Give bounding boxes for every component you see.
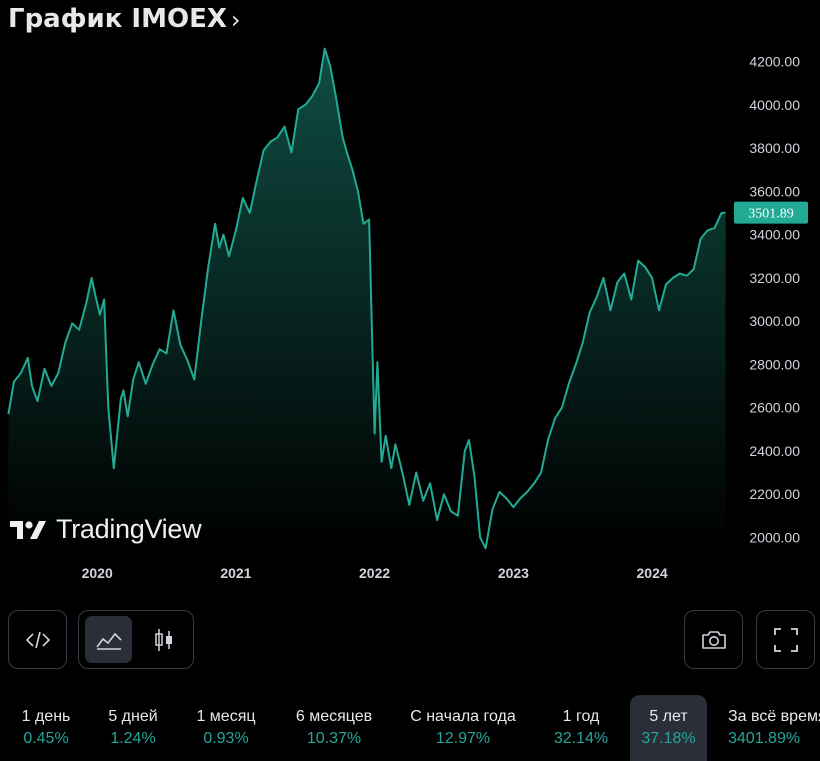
period-label: 1 месяц (196, 708, 256, 725)
y-tick-label: 2400.00 (749, 443, 800, 459)
period-label: С начала года (410, 708, 516, 725)
tradingview-logo-icon (10, 520, 46, 539)
period-5-days[interactable]: 5 дней 1.24% (92, 695, 174, 761)
plot-area (7, 47, 726, 550)
area-chart-button[interactable] (85, 616, 132, 663)
camera-icon (701, 630, 726, 649)
y-tick-label: 3600.00 (749, 183, 800, 199)
price-line (7, 47, 726, 550)
period-label: 6 месяцев (295, 708, 373, 725)
x-tick-label: 2021 (220, 565, 251, 581)
period-all-time[interactable]: За всё время 3401.89% (712, 695, 820, 761)
period-change: 32.14% (553, 730, 609, 747)
y-tick-label: 2600.00 (749, 400, 800, 416)
last-price-badge (734, 201, 808, 224)
period-1-year[interactable]: 1 год 32.14% (536, 695, 626, 761)
embed-code-button[interactable] (8, 610, 67, 669)
period-label: 1 год (562, 708, 600, 725)
y-tick-label: 4200.00 (749, 54, 800, 70)
y-tick-label: 3800.00 (749, 140, 800, 156)
x-tick-label: 2020 (82, 565, 113, 581)
period-6-months[interactable]: 6 месяцев 10.37% (278, 695, 390, 761)
y-tick-label: 3400.00 (749, 227, 800, 243)
code-icon (25, 631, 50, 648)
period-selector: 1 день 0.45% 5 дней 1.24% 1 месяц 0.93% … (0, 695, 820, 761)
y-axis: 2000.00 2200.00 2400.00 2600.00 2800.00 3000.… (734, 54, 808, 545)
x-axis: 2020 2021 2022 2023 2024 (82, 565, 668, 581)
period-1-month[interactable]: 1 месяц 0.93% (174, 695, 278, 761)
chart-type-toggle (78, 610, 194, 669)
chevron-right-icon: › (230, 6, 241, 34)
period-label: 5 лет (649, 708, 688, 725)
y-tick-label: 2800.00 (749, 356, 800, 372)
tradingview-logo[interactable]: TradingView (8, 514, 202, 545)
candlestick-icon (154, 628, 172, 651)
x-tick-label: 2024 (637, 565, 668, 581)
period-label: За всё время (728, 708, 820, 725)
page-title[interactable]: График IMOEX › (8, 4, 241, 34)
area-fill (8, 48, 726, 549)
last-price-label: 3501.89 (748, 207, 794, 222)
period-label: 1 день (21, 708, 71, 725)
period-change: 12.97% (435, 730, 491, 747)
fullscreen-button[interactable] (756, 610, 815, 669)
page-title-text: График IMOEX (8, 4, 227, 34)
period-change: 37.18% (641, 730, 696, 747)
area-chart-icon (95, 632, 122, 650)
period-change: 3401.89% (728, 730, 801, 747)
period-label: 5 дней (108, 708, 158, 725)
period-change: 10.37% (306, 730, 362, 747)
period-change: 0.93% (203, 730, 249, 747)
y-tick-label: 2000.00 (749, 529, 800, 545)
y-tick-label: 2200.00 (749, 486, 800, 502)
period-1-day[interactable]: 1 день 0.45% (0, 695, 92, 761)
y-tick-label: 4000.00 (749, 97, 800, 113)
period-change: 0.45% (23, 730, 69, 747)
y-tick-label: 3200.00 (749, 270, 800, 286)
price-chart[interactable]: 2000.00 2200.00 2400.00 2600.00 2800.00 3000.… (0, 40, 820, 600)
snapshot-button[interactable] (684, 610, 743, 669)
fullscreen-icon (773, 627, 798, 652)
candlestick-chart-button[interactable] (140, 616, 187, 663)
x-tick-label: 2023 (498, 565, 529, 581)
period-change: 1.24% (110, 730, 156, 747)
period-ytd[interactable]: С начала года 12.97% (390, 695, 536, 761)
period-5-years[interactable]: 5 лет 37.18% (630, 695, 707, 761)
tradingview-logo-text: TradingView (56, 514, 202, 544)
x-tick-label: 2022 (359, 565, 390, 581)
y-tick-label: 3000.00 (749, 313, 800, 329)
